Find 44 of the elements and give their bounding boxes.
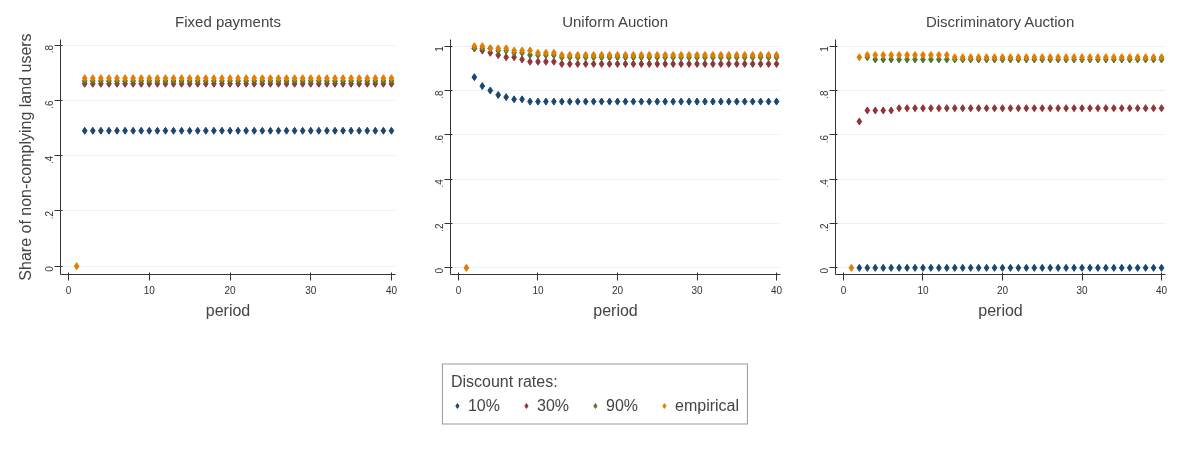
x-tick-label: 30: [691, 284, 704, 296]
y-tick-label: 0: [44, 265, 56, 272]
y-tick-label: .6: [44, 99, 56, 109]
y-tick-label: .2: [44, 210, 56, 220]
x-axis-title: period: [978, 301, 1023, 319]
x-tick-label: 40: [385, 284, 398, 296]
x-tick-label: 10: [532, 284, 544, 296]
x-axis-title: period: [205, 301, 251, 319]
y-tick-label: .8: [819, 90, 831, 99]
x-tick-label: 10: [917, 284, 929, 296]
legend-label: 30%: [536, 396, 570, 415]
x-tick-label: 20: [611, 284, 624, 296]
x-tick-label: 40: [1155, 284, 1168, 296]
y-tick-label: 0: [434, 267, 446, 274]
y-tick-label: .2: [819, 223, 831, 232]
y-tick-label: .8: [44, 44, 56, 54]
x-axis-title: period: [593, 301, 638, 319]
y-tick-label: .2: [434, 223, 446, 232]
y-tick-label: .6: [434, 134, 446, 144]
y-tick-label: .4: [44, 155, 56, 164]
legend-title: Discount rates:: [450, 372, 559, 391]
x-tick-label: 20: [224, 284, 237, 296]
y-tick-label: .4: [434, 178, 446, 188]
x-tick-label: 30: [305, 284, 317, 296]
y-tick-label: .4: [819, 178, 831, 188]
chart-title: Uniform Auction: [562, 12, 669, 30]
chart-title: Discriminatory Auction: [925, 12, 1075, 30]
y-axis-title: Share of non-complying land users: [16, 33, 34, 281]
y-tick-label: 1: [434, 45, 446, 52]
y-tick-label: 0: [819, 267, 831, 274]
x-tick-label: 10: [143, 284, 156, 296]
legend-label: empirical: [675, 396, 740, 415]
x-tick-label: 0: [840, 284, 847, 296]
x-tick-label: 0: [65, 284, 72, 296]
x-tick-label: 40: [770, 284, 783, 296]
legend-label: 10%: [467, 396, 500, 415]
y-tick-label: 1: [819, 45, 831, 52]
y-tick-label: .6: [819, 134, 831, 144]
x-tick-label: 0: [455, 284, 462, 296]
x-tick-label: 30: [1076, 284, 1089, 296]
y-tick-label: .8: [434, 90, 446, 99]
chart-title: Fixed payments: [175, 12, 281, 30]
x-tick-label: 20: [996, 284, 1009, 296]
legend-label: 90%: [606, 396, 639, 415]
